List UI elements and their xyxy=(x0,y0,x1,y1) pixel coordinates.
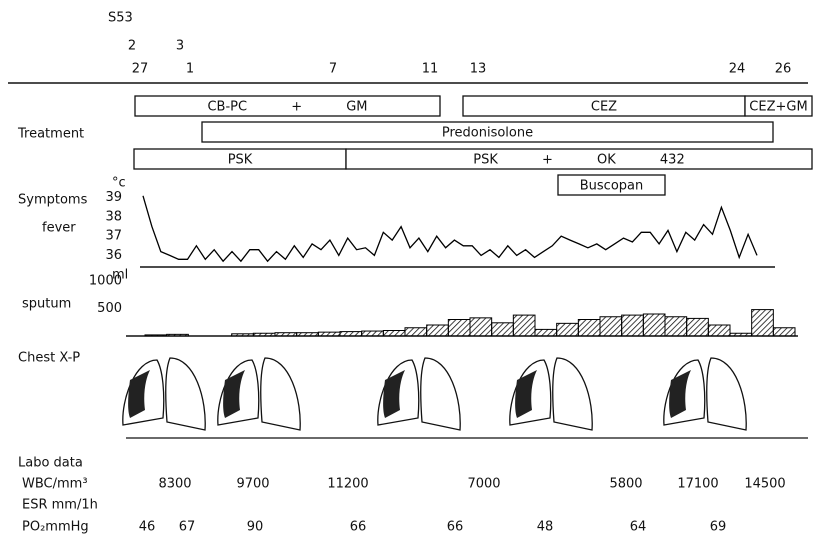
po2-value: 67 xyxy=(179,520,196,535)
esr-label: ESR mm/1h xyxy=(22,498,98,513)
sputum-bar xyxy=(535,329,557,336)
y-tick-label: 37 xyxy=(105,229,122,244)
sputum-bar xyxy=(340,332,362,336)
sputum-bar xyxy=(297,333,319,336)
sputum-bar xyxy=(600,317,622,336)
chart: S53 Treatment Symptoms Chest X-P Labo da… xyxy=(0,0,815,536)
treatment-label: Predonisolone xyxy=(442,126,533,141)
po2-value: 90 xyxy=(247,520,264,535)
treatment-label: Treatment xyxy=(17,127,84,142)
fever-line xyxy=(143,196,757,261)
treatment-label: PSK xyxy=(228,153,253,168)
sputum-bar xyxy=(557,323,579,336)
sputum-bar xyxy=(167,334,189,336)
sputum-bar xyxy=(318,332,340,336)
sputum-bar xyxy=(492,323,514,336)
po2-value: 64 xyxy=(630,520,647,535)
sputum-bar xyxy=(773,328,795,336)
wbc-value: 11200 xyxy=(327,477,368,492)
era-label: S53 xyxy=(108,11,133,26)
lung-outline xyxy=(707,358,746,430)
treatment-label: CEZ xyxy=(591,100,617,115)
po2-value: 66 xyxy=(447,520,464,535)
day-label: 13 xyxy=(470,62,487,77)
day-label: 24 xyxy=(729,62,746,77)
treatment-label: CB-PC + GM xyxy=(207,100,367,115)
y-tick-label: 500 xyxy=(97,301,122,316)
day-label: 7 xyxy=(329,62,337,77)
sputum-bar xyxy=(145,335,167,336)
wbc-value: 8300 xyxy=(158,477,191,492)
lung-outline xyxy=(553,358,592,430)
sputum-bar xyxy=(687,318,709,336)
sputum-bar xyxy=(405,328,427,336)
sputum-bar xyxy=(730,333,752,336)
wbc-label: WBC/mm³ xyxy=(22,477,88,492)
month-label: 3 xyxy=(176,39,184,54)
sputum-bar xyxy=(253,333,275,336)
unit-label: °c xyxy=(112,176,126,191)
wbc-value: 17100 xyxy=(677,477,718,492)
sputum-bar xyxy=(448,320,470,337)
day-label: 26 xyxy=(775,62,792,77)
treatment-label: PSK + OK 432 xyxy=(473,153,684,168)
lung-outline xyxy=(421,358,460,430)
symptoms-label: Symptoms xyxy=(18,193,88,208)
wbc-value: 9700 xyxy=(236,477,269,492)
treatment-label: Buscopan xyxy=(580,179,644,194)
sputum-bar xyxy=(513,315,535,336)
wbc-value: 7000 xyxy=(467,477,500,492)
chart-title: fever xyxy=(42,221,76,236)
day-label: 27 xyxy=(132,62,149,77)
month-label: 2 xyxy=(128,39,136,54)
sputum-bar xyxy=(470,318,492,336)
sputum-bar xyxy=(275,333,297,336)
y-tick-label: 39 xyxy=(105,190,122,205)
day-label: 1 xyxy=(186,62,194,77)
unit-label: ml xyxy=(112,268,128,283)
labo-title: Labo data xyxy=(18,456,83,471)
po2-value: 48 xyxy=(537,520,554,535)
po2-value: 69 xyxy=(710,520,727,535)
sputum-bar xyxy=(665,317,687,336)
sputum-bar xyxy=(643,314,665,336)
y-tick-label: 38 xyxy=(105,209,122,224)
sputum-bar xyxy=(622,315,644,336)
y-tick-label: 36 xyxy=(105,248,122,263)
wbc-value: 14500 xyxy=(744,477,785,492)
po2-label: PO₂mmHg xyxy=(22,520,89,535)
sputum-bar xyxy=(427,325,449,336)
sputum-bar xyxy=(362,331,384,336)
po2-value: 46 xyxy=(139,520,156,535)
chest-label: Chest X-P xyxy=(18,351,80,366)
wbc-value: 5800 xyxy=(609,477,642,492)
day-label: 11 xyxy=(422,62,439,77)
lung-outline xyxy=(261,358,300,430)
sputum-bar xyxy=(752,310,774,336)
sputum-bar xyxy=(383,331,405,337)
treatment-label: CEZ+GM xyxy=(749,100,807,115)
sputum-bar xyxy=(578,320,600,337)
sputum-bar xyxy=(708,325,730,336)
sputum-bar xyxy=(232,334,254,336)
po2-value: 66 xyxy=(350,520,367,535)
lung-outline xyxy=(166,358,205,430)
chart-title: sputum xyxy=(22,297,71,312)
